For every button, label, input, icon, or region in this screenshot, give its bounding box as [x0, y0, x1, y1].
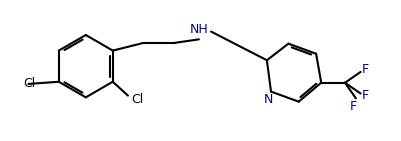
- Text: NH: NH: [190, 23, 208, 36]
- Text: Cl: Cl: [24, 77, 36, 90]
- Text: N: N: [264, 93, 273, 106]
- Text: F: F: [362, 63, 369, 76]
- Text: F: F: [362, 89, 369, 102]
- Text: F: F: [350, 101, 357, 114]
- Text: Cl: Cl: [132, 93, 144, 106]
